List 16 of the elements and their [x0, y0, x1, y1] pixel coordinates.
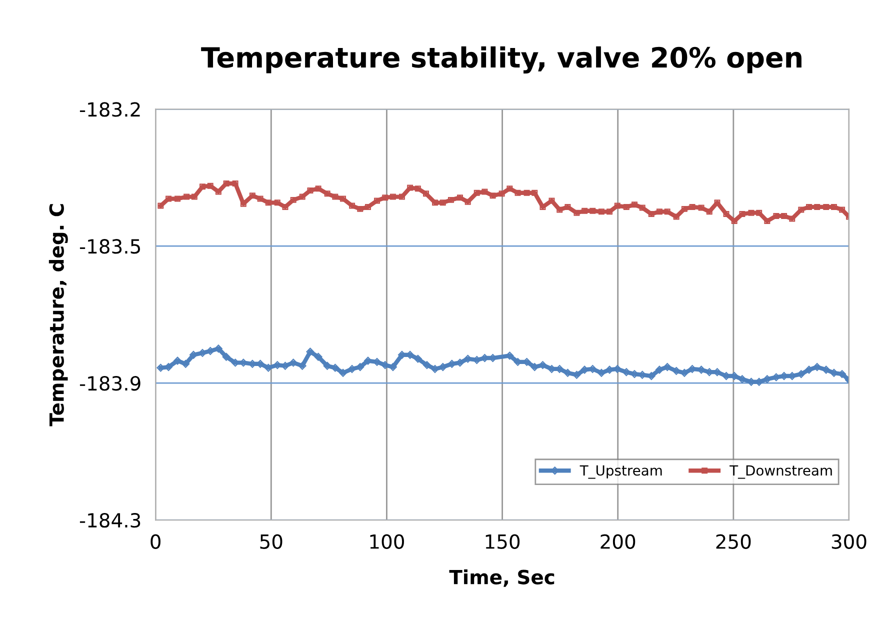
y-tick-label: -183.5: [80, 239, 140, 254]
y-axis-title: Temperature, deg. C: [48, 204, 68, 426]
y-tick-label: -183.2: [80, 102, 140, 117]
chart-title: Temperature stability, valve 20% open: [201, 46, 802, 74]
x-tick-label: 150: [486, 534, 520, 549]
x-tick-label: 0: [150, 534, 160, 549]
x-tick-label: 50: [260, 534, 282, 549]
y-tick-label: -184.3: [80, 512, 140, 528]
legend-label: T_Downstream: [730, 465, 832, 479]
y-tick-label: -183.9: [80, 376, 140, 391]
x-tick-label: 100: [370, 534, 404, 549]
x-axis-title: Time, Sec: [449, 569, 554, 587]
x-tick-label: 300: [832, 534, 866, 549]
x-tick-label: 250: [716, 534, 751, 549]
x-tick-label: 200: [600, 534, 636, 549]
legend-label: T_Upstream: [580, 465, 662, 479]
